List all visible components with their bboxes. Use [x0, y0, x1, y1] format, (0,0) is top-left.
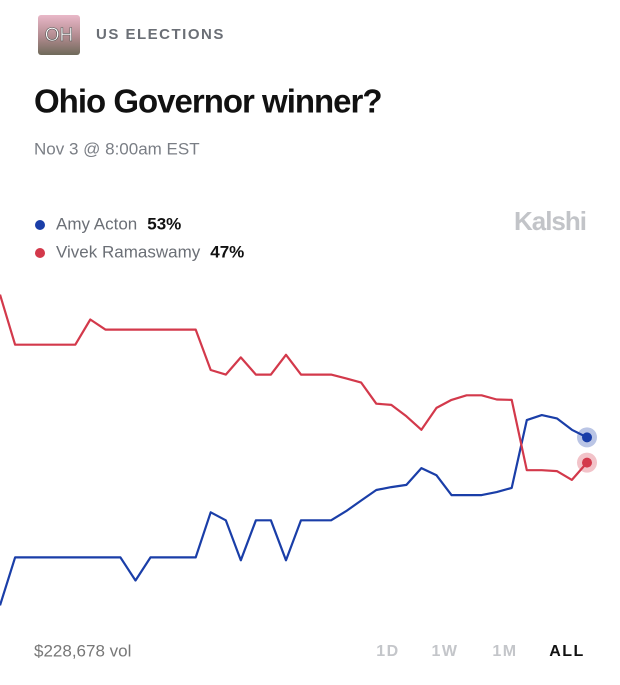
state-thumbnail [38, 15, 80, 55]
category: US ELECTIONS [96, 26, 225, 43]
brand: Kalshi [514, 206, 586, 236]
chart-title: Ohio Governor winner? [34, 83, 382, 120]
subtitle: Nov 3 @ 8:00am EST [34, 139, 200, 158]
legend-dot [35, 248, 45, 258]
end-dot [582, 457, 592, 468]
legend-name: Amy Acton [56, 214, 137, 233]
legend-chance: 47% [210, 242, 244, 261]
series-line [0, 294, 588, 481]
range-button[interactable]: ALL [549, 643, 585, 660]
range-button[interactable]: 1M [492, 643, 517, 660]
legend-chance: 53% [147, 214, 181, 233]
state-badge: OH [45, 25, 74, 46]
range-button[interactable]: 1W [432, 643, 459, 660]
volume: $228,678 vol [34, 641, 131, 660]
legend-name: Vivek Ramaswamy [56, 242, 201, 261]
end-dot [582, 432, 592, 443]
legend-dot [35, 220, 45, 230]
range-button[interactable]: 1D [376, 643, 399, 660]
series-line [0, 414, 588, 606]
